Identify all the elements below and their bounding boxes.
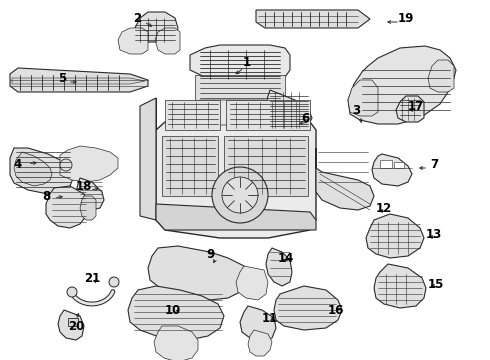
Text: 9: 9 bbox=[206, 248, 214, 261]
Text: 20: 20 bbox=[68, 320, 84, 333]
Polygon shape bbox=[274, 286, 342, 330]
Polygon shape bbox=[14, 152, 52, 186]
Polygon shape bbox=[10, 68, 148, 92]
Text: 7: 7 bbox=[430, 158, 438, 171]
Polygon shape bbox=[248, 330, 272, 356]
Text: 2: 2 bbox=[133, 12, 141, 24]
Circle shape bbox=[67, 287, 77, 297]
Polygon shape bbox=[46, 186, 88, 228]
Text: 5: 5 bbox=[58, 72, 66, 85]
Text: 21: 21 bbox=[84, 271, 100, 284]
Circle shape bbox=[109, 277, 119, 287]
Polygon shape bbox=[156, 204, 316, 230]
Polygon shape bbox=[266, 248, 292, 286]
Text: 19: 19 bbox=[398, 12, 414, 24]
Polygon shape bbox=[58, 310, 84, 340]
Circle shape bbox=[60, 159, 72, 171]
Polygon shape bbox=[200, 100, 280, 125]
Bar bbox=[394, 162, 404, 168]
Text: 18: 18 bbox=[76, 180, 92, 193]
Polygon shape bbox=[316, 148, 374, 210]
Polygon shape bbox=[10, 148, 74, 194]
Text: 13: 13 bbox=[426, 228, 442, 240]
Text: 10: 10 bbox=[165, 303, 181, 316]
Text: 12: 12 bbox=[376, 202, 392, 215]
Text: 14: 14 bbox=[278, 252, 294, 265]
Polygon shape bbox=[155, 28, 180, 54]
Polygon shape bbox=[140, 98, 156, 220]
Polygon shape bbox=[80, 196, 96, 220]
Polygon shape bbox=[396, 96, 424, 122]
Text: 17: 17 bbox=[408, 99, 424, 112]
Circle shape bbox=[212, 167, 268, 223]
Polygon shape bbox=[226, 100, 310, 130]
Polygon shape bbox=[12, 78, 145, 84]
Text: 15: 15 bbox=[428, 278, 444, 291]
Polygon shape bbox=[195, 75, 285, 100]
Polygon shape bbox=[60, 146, 118, 182]
Text: 6: 6 bbox=[301, 112, 309, 125]
Bar bbox=[380, 160, 392, 168]
Polygon shape bbox=[76, 178, 104, 210]
Polygon shape bbox=[374, 264, 426, 308]
Polygon shape bbox=[148, 246, 248, 300]
Text: 3: 3 bbox=[352, 104, 360, 117]
Polygon shape bbox=[348, 80, 378, 116]
Polygon shape bbox=[128, 286, 224, 340]
Polygon shape bbox=[372, 154, 412, 186]
Polygon shape bbox=[165, 100, 220, 130]
Polygon shape bbox=[240, 306, 276, 342]
Text: 16: 16 bbox=[328, 303, 344, 316]
Polygon shape bbox=[256, 10, 370, 28]
Polygon shape bbox=[162, 136, 218, 196]
Text: 1: 1 bbox=[243, 55, 251, 68]
Polygon shape bbox=[236, 266, 268, 300]
Polygon shape bbox=[224, 136, 308, 196]
Text: 11: 11 bbox=[262, 311, 278, 324]
Polygon shape bbox=[190, 45, 290, 80]
Polygon shape bbox=[348, 46, 456, 124]
Circle shape bbox=[222, 177, 258, 213]
Polygon shape bbox=[428, 60, 454, 92]
Polygon shape bbox=[265, 90, 312, 130]
Polygon shape bbox=[135, 12, 178, 42]
Text: 8: 8 bbox=[42, 189, 50, 202]
Polygon shape bbox=[156, 98, 316, 238]
Polygon shape bbox=[366, 214, 424, 258]
Text: 4: 4 bbox=[14, 158, 22, 171]
Polygon shape bbox=[154, 326, 198, 360]
Bar bbox=[68, 318, 78, 326]
Polygon shape bbox=[118, 28, 148, 54]
